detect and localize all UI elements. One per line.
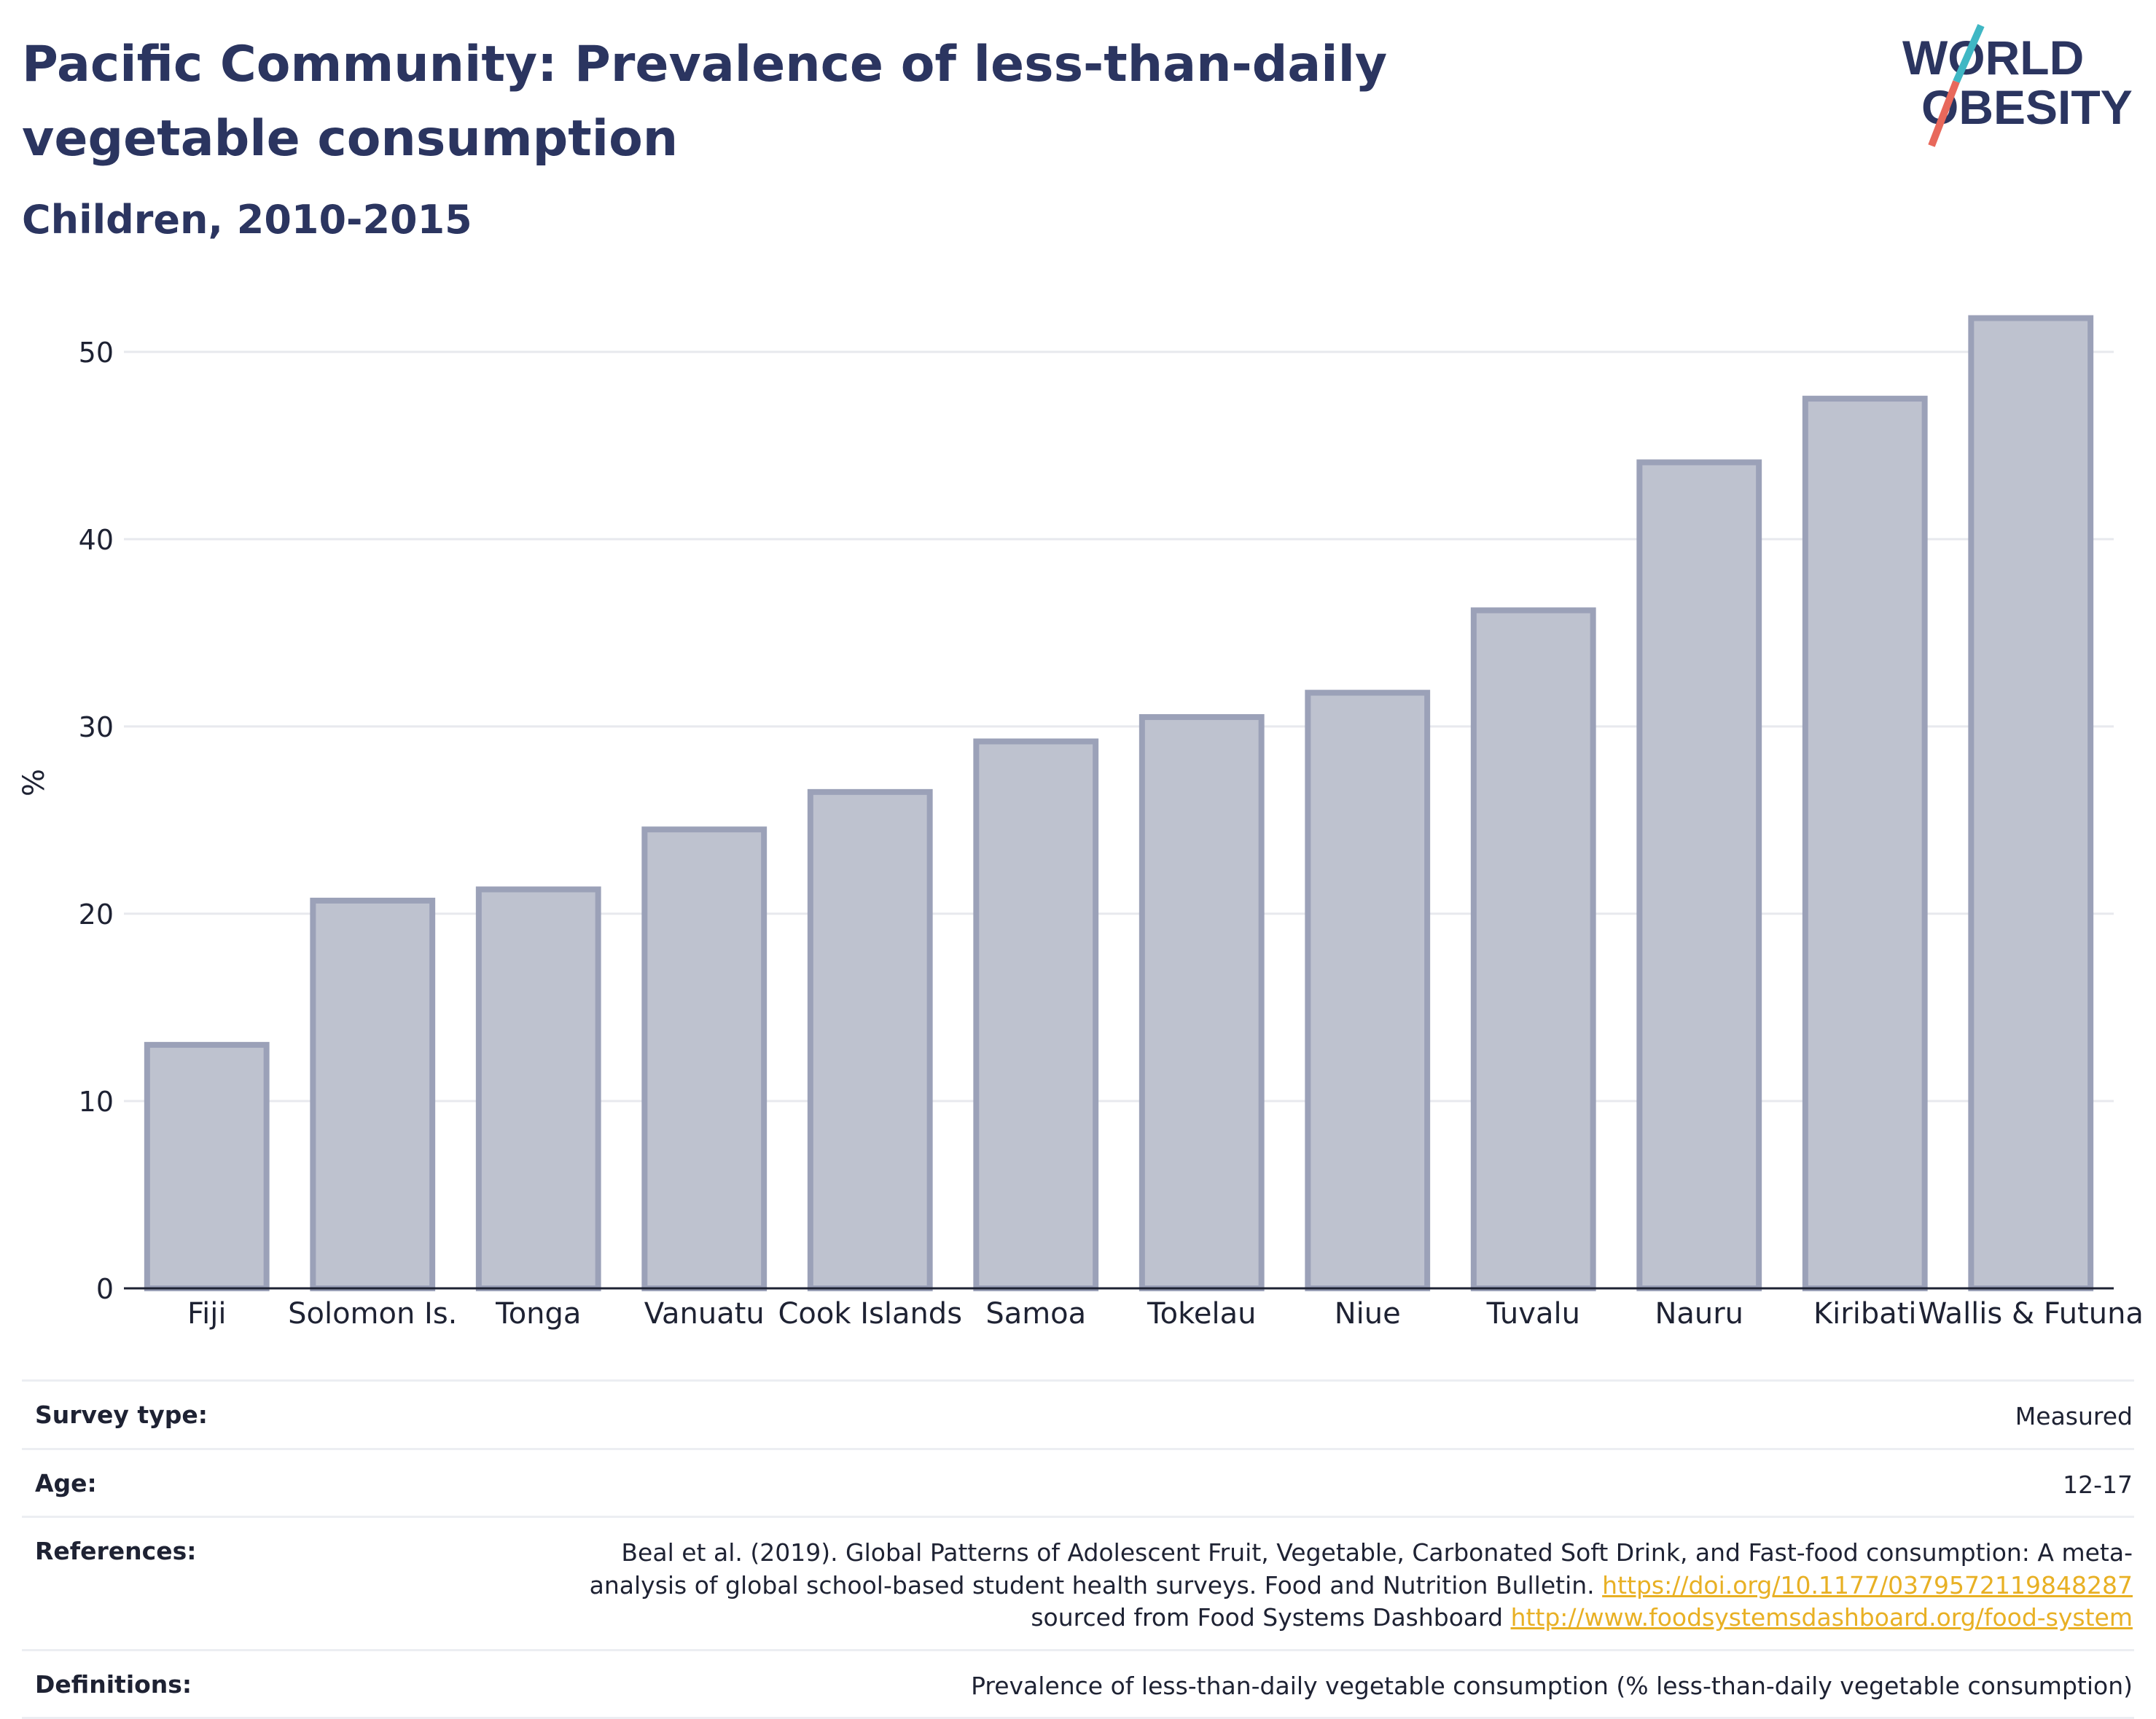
y-axis-label: % xyxy=(17,769,51,796)
meta-row-references: References: Beal et al. (2019). Global P… xyxy=(22,1516,2134,1649)
references-text-1: Beal et al. (2019). Global Patterns of A… xyxy=(589,1538,2133,1599)
bar-tuvalu[interactable] xyxy=(1470,607,1596,1291)
logo-line1: WORLD xyxy=(1902,31,2084,85)
y-tick-label: 10 xyxy=(79,1086,114,1118)
references-value: Beal et al. (2019). Global Patterns of A… xyxy=(558,1537,2134,1634)
definitions-label: Definitions: xyxy=(35,1669,192,1699)
bar-wallis-futuna[interactable] xyxy=(1968,315,2094,1292)
x-tick-label: Niue xyxy=(1335,1297,1401,1331)
x-tick-label: Tuvalu xyxy=(1486,1297,1580,1331)
bar-cook-islands[interactable] xyxy=(807,788,933,1291)
references-label: References: xyxy=(35,1537,197,1566)
gridlines xyxy=(124,351,2114,1103)
metadata-table: Survey type: Measured Age: 12-17 Referen… xyxy=(22,1379,2134,1719)
survey-type-value: Measured xyxy=(2015,1402,2133,1430)
x-tick-label: Tonga xyxy=(495,1297,581,1331)
meta-row-survey-type: Survey type: Measured xyxy=(22,1379,2134,1448)
bar-fiji[interactable] xyxy=(144,1041,270,1291)
bar-nauru[interactable] xyxy=(1636,459,1762,1291)
x-tick-label: Vanuatu xyxy=(644,1297,765,1331)
bars xyxy=(144,315,2094,1292)
age-label: Age: xyxy=(35,1468,97,1497)
x-tick-label: Samoa xyxy=(985,1297,1086,1331)
x-tick-label: Wallis & Futuna xyxy=(1918,1297,2144,1331)
y-tick-label: 20 xyxy=(79,898,114,931)
x-tick-label: Kiribati xyxy=(1813,1297,1917,1331)
y-tick-labels: 0 10 20 30 40 50 xyxy=(79,337,114,1305)
bar-chart: 0 10 20 30 40 50 Fiji Solomon Is. Tonga Vanuatu C… xyxy=(17,315,2144,1331)
doi-link[interactable]: https://doi.org/10.1177/0379572119848287 xyxy=(1602,1570,2133,1599)
bar-kiribati[interactable] xyxy=(1802,396,1928,1291)
bar-samoa[interactable] xyxy=(973,738,1099,1291)
x-tick-labels: Fiji Solomon Is. Tonga Vanuatu Cook Islands S… xyxy=(187,1297,2144,1331)
y-tick-label: 50 xyxy=(79,337,114,369)
y-tick-label: 40 xyxy=(79,524,114,556)
meta-row-definitions: Definitions: Prevalence of less-than-dai… xyxy=(22,1648,2134,1719)
logo-slash-bottom xyxy=(1928,80,1960,147)
survey-type-label: Survey type: xyxy=(35,1401,208,1429)
bar-niue[interactable] xyxy=(1305,689,1431,1291)
x-tick-label: Fiji xyxy=(187,1297,226,1331)
y-tick-label: 30 xyxy=(79,711,114,743)
x-tick-label: Solomon Is. xyxy=(288,1297,457,1331)
bar-tokelau[interactable] xyxy=(1138,714,1265,1291)
logo-slash-top xyxy=(1953,23,1985,84)
food-systems-link[interactable]: http://www.foodsystemsdashboard.org/food… xyxy=(1510,1603,2133,1632)
bar-solomon-is-[interactable] xyxy=(310,897,436,1291)
world-obesity-logo[interactable]: WORLD OBESITY xyxy=(1895,22,2143,153)
chart-title: Pacific Community: Prevalence of less-th… xyxy=(22,36,1388,168)
x-tick-label: Nauru xyxy=(1655,1297,1743,1331)
references-text-2: sourced from Food Systems Dashboard xyxy=(1031,1603,1511,1632)
y-tick-label: 0 xyxy=(96,1273,114,1305)
age-value: 12-17 xyxy=(2063,1470,2133,1499)
meta-row-age: Age: 12-17 xyxy=(22,1447,2134,1516)
bar-vanuatu[interactable] xyxy=(641,826,768,1291)
definitions-value: Prevalence of less-than-daily vegetable … xyxy=(971,1671,2133,1700)
x-tick-label: Tokelau xyxy=(1147,1297,1256,1331)
x-tick-label: Cook Islands xyxy=(778,1297,962,1331)
bar-tonga[interactable] xyxy=(475,886,601,1291)
chart-subtitle: Children, 2010-2015 xyxy=(22,197,472,243)
